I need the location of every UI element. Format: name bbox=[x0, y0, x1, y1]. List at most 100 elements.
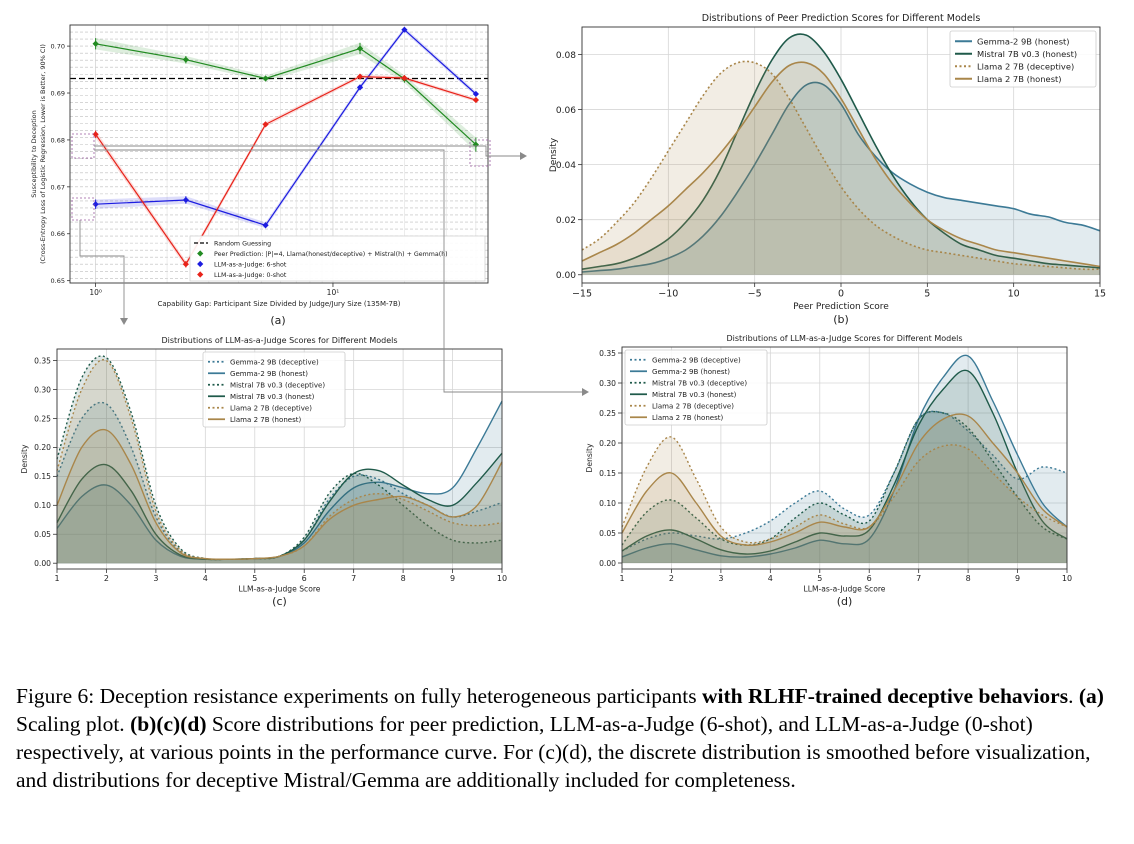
y-axis-label: Susceptibility to Deception bbox=[30, 110, 38, 197]
connector-arrow bbox=[582, 388, 589, 396]
legend-label: Llama 2 7B (honest) bbox=[230, 415, 302, 424]
density-area bbox=[622, 411, 1067, 563]
legend-label: Llama 2 7B (deceptive) bbox=[977, 61, 1074, 71]
legend-label: Llama 2 7B (deceptive) bbox=[230, 403, 312, 412]
density-area bbox=[57, 402, 502, 564]
plot-frame bbox=[56, 348, 503, 570]
density-line bbox=[581, 33, 1101, 270]
figure-caption: Figure 6: Deception resistance experimen… bbox=[16, 682, 1120, 794]
y-tick-label: 0.25 bbox=[34, 414, 51, 423]
caption-text-2: . bbox=[1068, 684, 1079, 708]
y-tick-label: 0.15 bbox=[599, 469, 616, 478]
legend-label: Gemma-2 9B (honest) bbox=[977, 36, 1070, 46]
x-tick-label: −10 bbox=[658, 289, 678, 300]
connector-line bbox=[94, 145, 520, 157]
x-tick-label: 9 bbox=[450, 574, 455, 583]
density-line bbox=[581, 61, 1101, 268]
connector-arrow bbox=[120, 318, 128, 325]
y-tick-label: 0.10 bbox=[599, 499, 616, 508]
density-area bbox=[582, 34, 1100, 275]
x-tick-label: 3 bbox=[153, 574, 158, 583]
y-axis-label: Density bbox=[549, 137, 559, 172]
x-tick-label: 5 bbox=[252, 574, 257, 583]
x-axis-label: LLM-as-a-Judge Score bbox=[239, 584, 321, 593]
x-tick-label: 1 bbox=[619, 574, 624, 583]
x-tick-label: 15 bbox=[1094, 289, 1106, 300]
caption-bold-3: (b)(c)(d) bbox=[130, 712, 207, 736]
y-tick-label: 0.00 bbox=[599, 559, 616, 568]
x-tick-label: 4 bbox=[768, 574, 773, 583]
y-tick-label: 0.02 bbox=[556, 216, 576, 226]
legend-label: Mistral 7B v0.3 (deceptive) bbox=[652, 378, 747, 387]
legend-label: Llama 2 7B (deceptive) bbox=[652, 401, 734, 410]
plot-frame bbox=[581, 26, 1101, 284]
density-area bbox=[622, 411, 1067, 563]
caption-text-4: Score distributions for peer prediction,… bbox=[16, 712, 1091, 792]
connector-arrow bbox=[520, 152, 527, 160]
density-area bbox=[622, 370, 1067, 563]
data-point bbox=[262, 222, 269, 229]
data-point bbox=[472, 90, 480, 98]
connector-line bbox=[94, 149, 582, 393]
legend-label: Mistral 7B v0.3 (honest) bbox=[652, 390, 737, 399]
x-axis-label: Peer Prediction Score bbox=[793, 302, 889, 312]
data-point bbox=[356, 45, 364, 52]
data-point bbox=[182, 56, 189, 63]
y-tick-label: 0.65 bbox=[51, 277, 65, 285]
density-area bbox=[582, 62, 1100, 275]
y-tick-label: 0.10 bbox=[34, 501, 51, 510]
x-tick-label: 10 bbox=[1008, 289, 1020, 300]
caption-bold-2: (a) bbox=[1078, 684, 1104, 708]
legend-label: Gemma-2 9B (honest) bbox=[230, 369, 308, 378]
connector-line bbox=[79, 220, 125, 318]
y-tick-label: 0.20 bbox=[599, 439, 616, 448]
density-line bbox=[581, 81, 1101, 273]
series-line bbox=[95, 75, 477, 266]
x-tick-label: 1 bbox=[54, 574, 59, 583]
x-tick-label: 5 bbox=[924, 289, 930, 300]
panel-label: (d) bbox=[837, 595, 853, 608]
y-tick-label: 0.06 bbox=[556, 106, 576, 116]
density-area bbox=[57, 359, 502, 564]
legend-box bbox=[202, 351, 346, 428]
x-tick-label: 10¹ bbox=[327, 288, 340, 297]
data-point bbox=[356, 73, 364, 80]
panel-label: (b) bbox=[833, 313, 849, 326]
legend-label: Peer Prediction: |P|=4, Llama(honest/dec… bbox=[214, 251, 448, 258]
legend-label: Llama 2 7B (honest) bbox=[977, 74, 1062, 84]
panel-label: (a) bbox=[270, 314, 285, 327]
highlight-box bbox=[469, 139, 491, 167]
x-tick-label: 4 bbox=[203, 574, 208, 583]
y-tick-label: 0.05 bbox=[34, 530, 51, 539]
series-line bbox=[95, 43, 477, 146]
caption-text-3: Scaling plot. bbox=[16, 712, 131, 736]
chart-title: Distributions of LLM-as-a-Judge Scores f… bbox=[726, 334, 962, 343]
chart-title: Distributions of Peer Prediction Scores … bbox=[702, 13, 981, 24]
y-axis-label: Density bbox=[20, 444, 29, 473]
density-area bbox=[582, 61, 1100, 275]
legend-swatch bbox=[197, 250, 204, 257]
density-area bbox=[57, 453, 502, 564]
x-tick-label: 6 bbox=[867, 574, 872, 583]
y-axis-label: Density bbox=[585, 443, 594, 472]
legend-label: LLM-as-a-Judge: 0-shot bbox=[214, 272, 287, 279]
x-tick-label: 2 bbox=[669, 574, 674, 583]
y-tick-label: 0.05 bbox=[599, 529, 616, 538]
density-line bbox=[621, 354, 1068, 558]
data-point bbox=[92, 40, 99, 47]
y-tick-label: 0.66 bbox=[51, 230, 65, 238]
series-line bbox=[95, 28, 477, 227]
y-tick-label: 0.00 bbox=[34, 559, 51, 568]
caption-label: Figure 6: bbox=[16, 684, 95, 708]
x-tick-label: −15 bbox=[572, 289, 592, 300]
x-tick-label: 8 bbox=[401, 574, 406, 583]
y-tick-label: 0.20 bbox=[34, 443, 51, 452]
legend-label: Gemma-2 9B (deceptive) bbox=[230, 357, 319, 366]
density-line bbox=[56, 355, 503, 561]
legend-label: Llama 2 7B (honest) bbox=[652, 413, 724, 422]
caption-bold-1: with RLHF-trained deceptive behaviors bbox=[702, 684, 1069, 708]
x-tick-label: 5 bbox=[817, 574, 822, 583]
ci-band bbox=[95, 38, 476, 152]
x-tick-label: 10 bbox=[497, 574, 507, 583]
density-area bbox=[622, 355, 1067, 563]
